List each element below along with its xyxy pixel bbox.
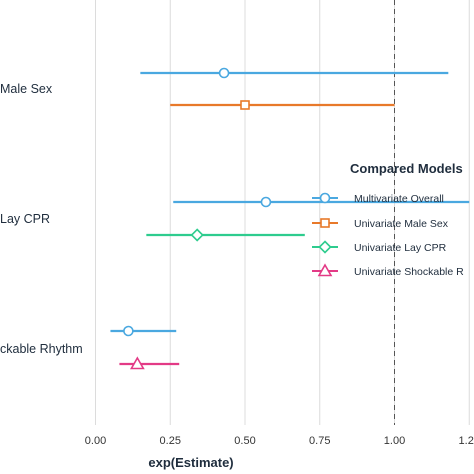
estimate-point-group bbox=[173, 196, 470, 208]
x-axis-title: exp(Estimate) bbox=[148, 455, 233, 470]
legend-label: Univariate Shockable R bbox=[354, 266, 464, 278]
category-label: ckable Rhythm bbox=[0, 342, 83, 356]
estimate-marker bbox=[240, 100, 250, 110]
estimate-point-group bbox=[140, 67, 449, 79]
estimate-point-group bbox=[110, 325, 177, 337]
estimate-marker bbox=[190, 228, 204, 242]
legend-marker bbox=[317, 263, 333, 277]
legend-item: Univariate Male Sex bbox=[312, 218, 449, 230]
legend-label: Multivariate Overall bbox=[354, 193, 444, 205]
legend: Compared Models Multivariate Overall Univ… bbox=[312, 161, 464, 278]
x-tick-label: 1.00 bbox=[384, 435, 405, 447]
estimate-marker bbox=[123, 325, 134, 337]
estimate-marker bbox=[129, 356, 145, 370]
x-tick-label: 0.25 bbox=[160, 435, 181, 447]
legend-items: Multivariate Overall Univariate Male Sex U… bbox=[312, 192, 464, 278]
legend-title: Compared Models bbox=[350, 161, 463, 176]
x-tick-label: 0.75 bbox=[309, 435, 330, 447]
grid-lines bbox=[95, 0, 470, 425]
estimate-marker bbox=[260, 196, 272, 208]
estimate-point-group bbox=[170, 100, 395, 110]
legend-item: Univariate Shockable R bbox=[312, 263, 464, 278]
estimate-marker bbox=[218, 67, 230, 79]
legend-marker bbox=[320, 218, 330, 228]
category-labels: Male Sex Lay CPR ckable Rhythm bbox=[0, 82, 83, 356]
legend-item: Multivariate Overall bbox=[312, 192, 444, 205]
legend-marker bbox=[319, 192, 331, 204]
category-label: Lay CPR bbox=[0, 212, 50, 226]
legend-item: Univariate Lay CPR bbox=[312, 240, 447, 254]
x-tick-label: 1.25 bbox=[459, 435, 474, 447]
legend-marker bbox=[318, 240, 332, 254]
legend-label: Univariate Lay CPR bbox=[354, 242, 447, 254]
estimate-point-group bbox=[146, 228, 305, 242]
category-label: Male Sex bbox=[0, 82, 53, 96]
x-axis-ticks: 0.00 0.25 0.50 0.75 1.00 1.25 bbox=[85, 435, 474, 447]
legend-label: Univariate Male Sex bbox=[354, 218, 449, 230]
data-marks bbox=[110, 67, 470, 370]
x-tick-label: 0.00 bbox=[85, 435, 106, 447]
estimate-point-group bbox=[119, 356, 180, 370]
x-tick-label: 0.50 bbox=[234, 435, 255, 447]
